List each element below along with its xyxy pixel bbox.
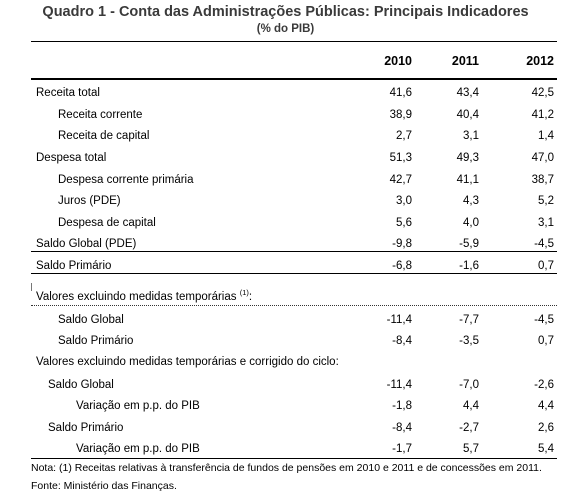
value-cell-2010: -11,4 — [386, 379, 412, 391]
value-cell-2011: 49,3 — [456, 152, 479, 164]
value-cell-2012: 38,7 — [531, 174, 554, 186]
source-note: Fonte: Ministério das Finanças. — [31, 480, 177, 492]
value-cell-2012: -4,5 — [534, 314, 554, 326]
value-cell-2010: 41,6 — [389, 87, 412, 99]
value-cell-2012: 2,6 — [538, 422, 554, 434]
row-label-text: Saldo Primário — [48, 422, 124, 434]
row-label-text: Receita de capital — [58, 130, 150, 142]
row-separator — [31, 305, 557, 306]
value-cell-2012: 41,2 — [531, 109, 554, 121]
value-cell-2010: 51,3 — [389, 152, 412, 164]
row-label-text: Saldo Global (PDE) — [36, 238, 137, 250]
value-cell-2010: -1,8 — [392, 400, 412, 412]
bottom-rule — [31, 458, 557, 459]
row-label: Despesa de capital — [58, 216, 156, 230]
footnote-marker: (1) — [239, 288, 249, 298]
value-cell-2010: -1,7 — [392, 443, 412, 455]
row-label-text: Variação em p.p. do PIB — [76, 443, 200, 455]
row-label: Receita corrente — [58, 108, 142, 122]
table-title: Quadro 1 - Conta das Administrações Públ… — [42, 4, 529, 20]
value-cell-2010: 2,7 — [396, 130, 412, 142]
value-cell-2012: 42,5 — [531, 87, 554, 99]
value-cell-2011: 4,0 — [463, 217, 479, 229]
row-label-text: Despesa corrente primária — [58, 174, 194, 186]
row-label-text: Saldo Primário — [58, 335, 134, 347]
value-cell-2012: 4,4 — [538, 400, 554, 412]
value-cell-2010: 42,7 — [389, 174, 412, 186]
value-cell-2012: 5,4 — [538, 443, 554, 455]
row-label-text: Saldo Global — [58, 314, 124, 326]
top-rule — [31, 41, 557, 42]
value-cell-2011: 40,4 — [456, 109, 479, 121]
row-label: Valores excluindo medidas temporárias (1… — [36, 288, 253, 304]
value-cell-2011: -3,5 — [459, 335, 479, 347]
row-label: Variação em p.p. do PIB — [76, 399, 200, 413]
row-separator — [31, 251, 557, 252]
value-cell-2011: -7,7 — [459, 314, 479, 326]
value-cell-2012: 3,1 — [538, 217, 554, 229]
row-label: Despesa corrente primária — [58, 173, 194, 187]
value-cell-2011: 43,4 — [456, 87, 479, 99]
value-cell-2010: -9,8 — [392, 238, 412, 250]
footnote: Nota: (1) Receitas relativas à transferê… — [31, 462, 542, 474]
row-separator — [31, 273, 557, 274]
row-label-text: Saldo Primário — [36, 260, 112, 272]
row-label: Valores excluindo medidas temporárias e … — [36, 355, 339, 369]
row-label: Saldo Global — [58, 313, 124, 327]
row-label-suffix: : — [248, 291, 253, 303]
row-label-text: Valores excluindo medidas temporárias e … — [36, 356, 339, 368]
row-label: Receita total — [36, 86, 100, 100]
row-label-text: Receita total — [36, 87, 100, 99]
value-cell-2011: -7,0 — [459, 379, 479, 391]
row-label: Despesa total — [36, 151, 106, 165]
row-label: Saldo Global — [48, 378, 114, 392]
header-rule — [31, 78, 557, 80]
row-label-text: Receita corrente — [58, 109, 143, 121]
column-header-2010: 2010 — [384, 54, 412, 68]
value-cell-2012: 5,2 — [538, 195, 554, 207]
column-header-2012: 2012 — [526, 54, 554, 68]
row-label-text: Valores excluindo medidas temporárias — [36, 291, 237, 303]
value-cell-2010: 5,6 — [396, 217, 412, 229]
row-label-text: Despesa total — [36, 152, 107, 164]
value-cell-2012: 0,7 — [538, 260, 554, 272]
row-label-text: Juros (PDE) — [58, 195, 121, 207]
value-cell-2011: -2,7 — [459, 422, 479, 434]
value-cell-2012: 0,7 — [538, 335, 554, 347]
row-label-text: Variação em p.p. do PIB — [76, 400, 200, 412]
value-cell-2011: 41,1 — [456, 174, 479, 186]
row-label-text: Saldo Global — [48, 379, 114, 391]
value-cell-2011: 3,1 — [463, 130, 479, 142]
value-cell-2012: -2,6 — [534, 379, 554, 391]
row-label: Variação em p.p. do PIB — [76, 442, 200, 456]
value-cell-2011: 5,7 — [463, 443, 479, 455]
value-cell-2010: 38,9 — [389, 109, 412, 121]
value-cell-2011: 4,3 — [463, 195, 479, 207]
row-label: Saldo Global (PDE) — [36, 237, 136, 251]
row-label: Saldo Primário — [58, 334, 133, 348]
table-subtitle: (% do PIB) — [256, 23, 315, 35]
column-header-2011: 2011 — [451, 54, 479, 68]
left-tick — [31, 283, 32, 291]
value-cell-2010: -8,4 — [392, 335, 412, 347]
row-label: Juros (PDE) — [58, 194, 121, 208]
value-cell-2010: -11,4 — [386, 314, 412, 326]
row-label: Saldo Primário — [36, 259, 111, 273]
value-cell-2011: 4,4 — [463, 400, 479, 412]
value-cell-2010: -8,4 — [392, 422, 412, 434]
value-cell-2010: -6,8 — [392, 260, 412, 272]
row-label: Saldo Primário — [48, 421, 123, 435]
row-label: Receita de capital — [58, 129, 149, 143]
value-cell-2011: -1,6 — [459, 260, 479, 272]
value-cell-2011: -5,9 — [459, 238, 479, 250]
value-cell-2010: 3,0 — [396, 195, 412, 207]
value-cell-2012: 47,0 — [531, 152, 554, 164]
value-cell-2012: 1,4 — [538, 130, 554, 142]
row-label-text: Despesa de capital — [58, 217, 156, 229]
value-cell-2012: -4,5 — [534, 238, 554, 250]
